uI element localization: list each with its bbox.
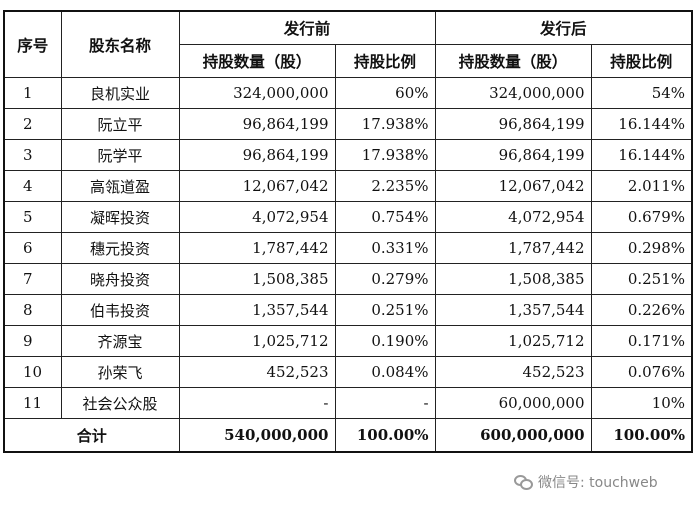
row-index: 6 xyxy=(3,232,62,264)
table-row: 6 穗元投资 1,787,442 0.331% 1,787,442 0.298% xyxy=(3,232,693,264)
watermark-text: 微信号: touchweb xyxy=(538,475,658,491)
header-name: 股东名称 xyxy=(60,10,180,78)
row-index: 5 xyxy=(3,201,62,233)
total-shares-after: 600,000,000 xyxy=(434,418,592,453)
table-row: 3 阮学平 96,864,199 17.938% 96,864,199 16.144% xyxy=(3,139,693,171)
table-body: 1 良机实业 324,000,000 60% 324,000,000 54% 2 阮立平 96,… xyxy=(3,77,693,453)
header-group-before: 发行前 xyxy=(178,10,436,45)
row-shares-before: 96,864,199 xyxy=(178,139,336,171)
row-index: 8 xyxy=(3,294,62,326)
header-row-sub: 持股数量（股） 持股比例 持股数量（股） 持股比例 xyxy=(4,44,693,78)
header-group-after: 发行后 xyxy=(434,10,693,45)
row-name: 伯韦投资 xyxy=(60,294,180,326)
wechat-icon xyxy=(514,475,533,490)
row-shares-after: 4,072,954 xyxy=(434,201,592,233)
table-row: 10 孙荣飞 452,523 0.084% 452,523 0.076% xyxy=(3,356,693,388)
row-shares-after: 1,357,544 xyxy=(434,294,592,326)
row-shares-after: 1,787,442 xyxy=(434,232,592,264)
shareholder-table: 序号 股东名称 发行前 发行后 持股数量（股） 持股比例 持股数量（股） 持股比… xyxy=(3,10,694,453)
row-name: 孙荣飞 xyxy=(60,356,180,388)
row-ratio-before: - xyxy=(334,387,436,419)
row-shares-after: 452,523 xyxy=(434,356,592,388)
table-row: 5 凝晖投资 4,072,954 0.754% 4,072,954 0.679% xyxy=(3,201,693,233)
row-index: 4 xyxy=(3,170,62,202)
row-shares-before: 1,508,385 xyxy=(178,263,336,295)
header-ratio-before: 持股比例 xyxy=(334,44,436,78)
row-shares-before: 324,000,000 xyxy=(178,77,336,109)
row-ratio-after: 10% xyxy=(590,387,693,419)
row-shares-after: 1,025,712 xyxy=(434,325,592,357)
table-row: 9 齐源宝 1,025,712 0.190% 1,025,712 0.171% xyxy=(3,325,693,357)
row-index: 3 xyxy=(3,139,62,171)
row-index: 11 xyxy=(3,387,62,419)
table-row: 1 良机实业 324,000,000 60% 324,000,000 54% xyxy=(3,77,693,109)
row-ratio-after: 16.144% xyxy=(590,108,693,140)
header-row-top: 序号 股东名称 发行前 发行后 xyxy=(3,10,693,78)
row-shares-before: 452,523 xyxy=(178,356,336,388)
row-ratio-before: 0.754% xyxy=(334,201,436,233)
row-shares-before: 4,072,954 xyxy=(178,201,336,233)
row-shares-after: 96,864,199 xyxy=(434,108,592,140)
row-name: 穗元投资 xyxy=(60,232,180,264)
row-ratio-after: 54% xyxy=(590,77,693,109)
row-shares-before: 96,864,199 xyxy=(178,108,336,140)
row-ratio-before: 2.235% xyxy=(334,170,436,202)
row-ratio-before: 0.190% xyxy=(334,325,436,357)
table-row: 8 伯韦投资 1,357,544 0.251% 1,357,544 0.226% xyxy=(3,294,693,326)
row-ratio-after: 0.298% xyxy=(590,232,693,264)
row-ratio-after: 2.011% xyxy=(590,170,693,202)
row-ratio-before: 60% xyxy=(334,77,436,109)
total-row: 合计 540,000,000 100.00% 600,000,000 100.0… xyxy=(3,418,693,453)
table-row: 7 晓舟投资 1,508,385 0.279% 1,508,385 0.251% xyxy=(3,263,693,295)
row-shares-after: 96,864,199 xyxy=(434,139,592,171)
row-shares-before: - xyxy=(178,387,336,419)
row-index: 9 xyxy=(3,325,62,357)
header-shares-before: 持股数量（股） xyxy=(178,44,336,78)
header-shares-after: 持股数量（股） xyxy=(434,44,592,78)
row-name: 社会公众股 xyxy=(60,387,180,419)
row-ratio-after: 0.076% xyxy=(590,356,693,388)
row-shares-after: 1,508,385 xyxy=(434,263,592,295)
row-shares-before: 1,787,442 xyxy=(178,232,336,264)
table-row: 2 阮立平 96,864,199 17.938% 96,864,199 16.144% xyxy=(3,108,693,140)
total-ratio-after: 100.00% xyxy=(590,418,693,453)
row-ratio-before: 0.331% xyxy=(334,232,436,264)
table-row: 4 高瓴道盈 12,067,042 2.235% 12,067,042 2.011% xyxy=(3,170,693,202)
row-index: 7 xyxy=(3,263,62,295)
row-shares-after: 324,000,000 xyxy=(434,77,592,109)
row-index: 1 xyxy=(3,77,62,109)
row-shares-after: 12,067,042 xyxy=(434,170,592,202)
row-ratio-before: 17.938% xyxy=(334,108,436,140)
row-shares-before: 1,025,712 xyxy=(178,325,336,357)
row-shares-before: 12,067,042 xyxy=(178,170,336,202)
row-ratio-after: 0.679% xyxy=(590,201,693,233)
row-index: 10 xyxy=(3,356,62,388)
header-index: 序号 xyxy=(3,10,62,78)
row-ratio-before: 0.279% xyxy=(334,263,436,295)
total-shares-before: 540,000,000 xyxy=(178,418,336,453)
row-index: 2 xyxy=(3,108,62,140)
row-shares-before: 1,357,544 xyxy=(178,294,336,326)
watermark: 微信号: touchweb xyxy=(514,472,658,492)
row-ratio-after: 0.171% xyxy=(590,325,693,357)
row-name: 高瓴道盈 xyxy=(60,170,180,202)
row-name: 晓舟投资 xyxy=(60,263,180,295)
total-ratio-before: 100.00% xyxy=(334,418,436,453)
total-label: 合计 xyxy=(3,418,180,453)
row-name: 阮学平 xyxy=(60,139,180,171)
row-ratio-before: 17.938% xyxy=(334,139,436,171)
row-ratio-before: 0.251% xyxy=(334,294,436,326)
row-shares-after: 60,000,000 xyxy=(434,387,592,419)
row-name: 凝晖投资 xyxy=(60,201,180,233)
row-ratio-after: 0.226% xyxy=(590,294,693,326)
table-row: 11 社会公众股 - -60,000,000 10% xyxy=(3,387,693,419)
row-name: 良机实业 xyxy=(60,77,180,109)
row-ratio-after: 0.251% xyxy=(590,263,693,295)
row-ratio-after: 16.144% xyxy=(590,139,693,171)
header-ratio-after: 持股比例 xyxy=(590,44,693,78)
row-ratio-before: 0.084% xyxy=(334,356,436,388)
row-name: 阮立平 xyxy=(60,108,180,140)
row-name: 齐源宝 xyxy=(60,325,180,357)
